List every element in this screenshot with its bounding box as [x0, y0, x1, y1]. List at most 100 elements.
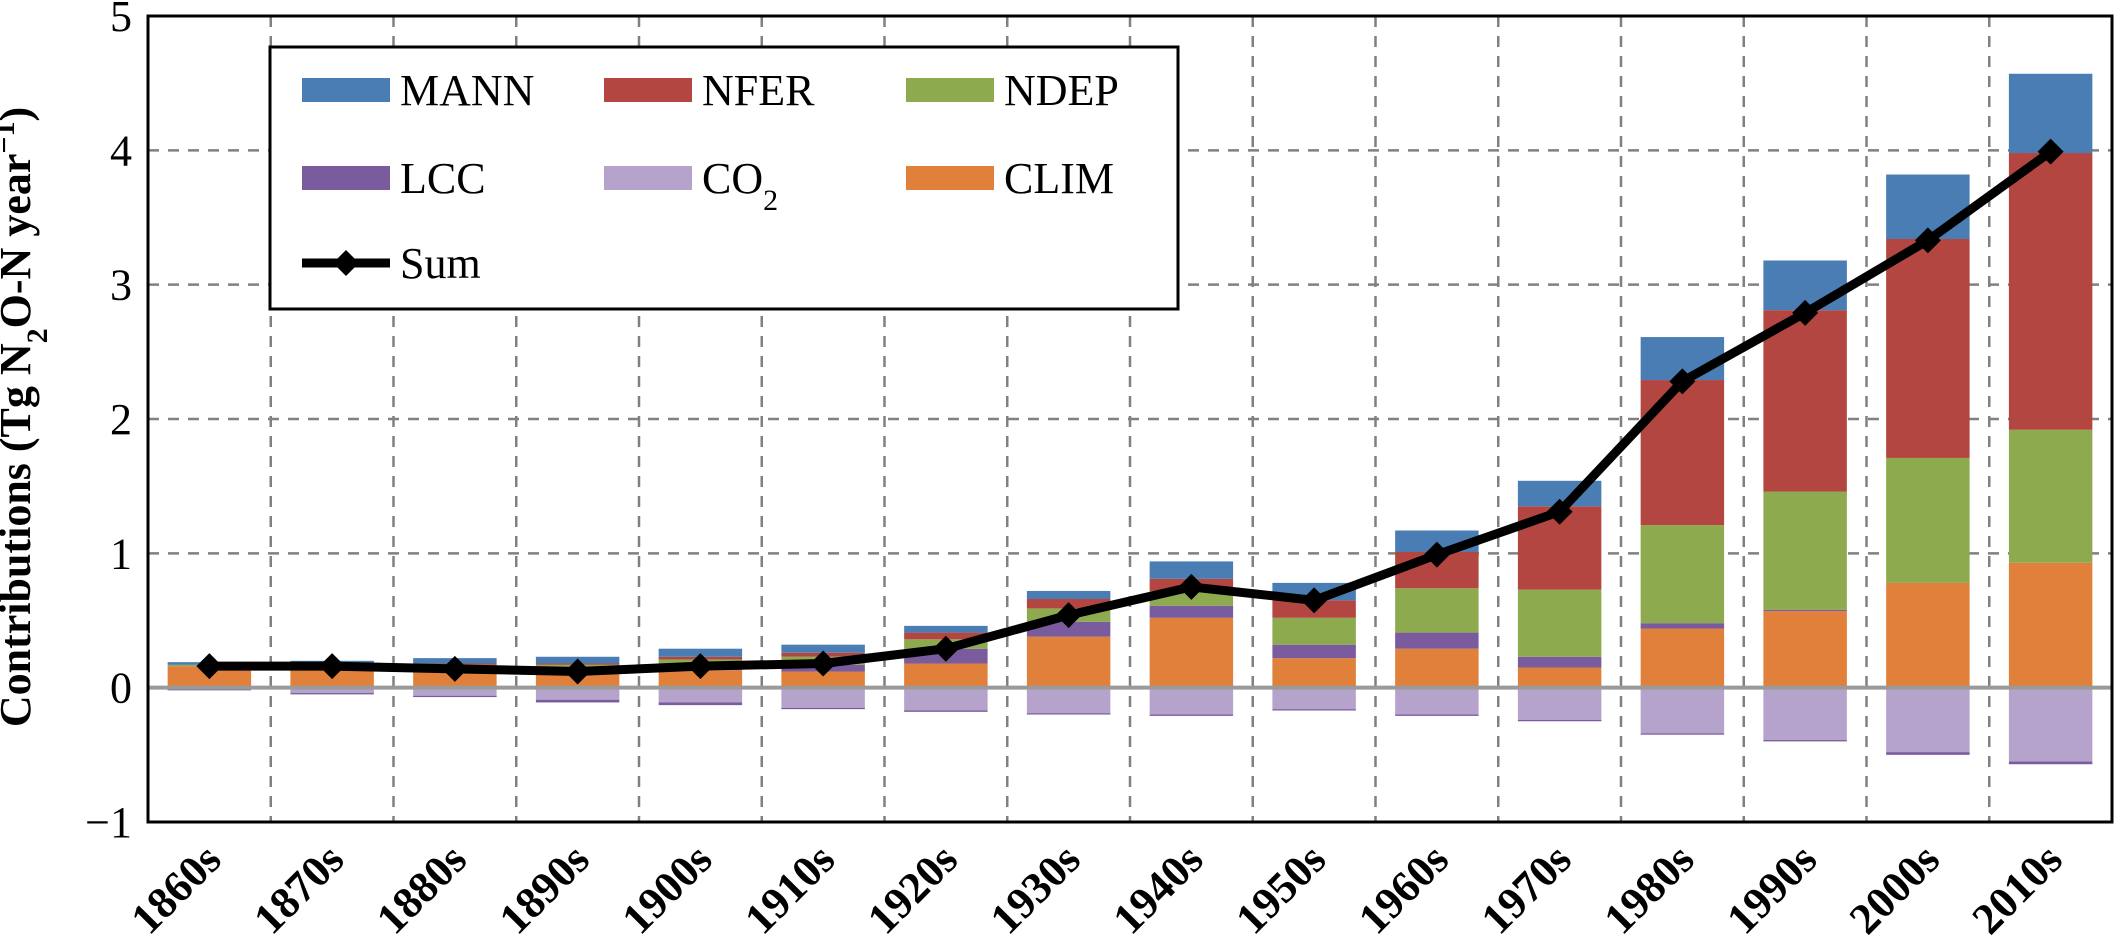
sum-marker — [1669, 368, 1696, 395]
sum-marker — [319, 653, 346, 680]
bar-segment-co2 — [1149, 687, 1234, 715]
bar-segment-ndep — [1272, 617, 1356, 645]
x-tick-label: 1940s — [1103, 834, 1212, 940]
bars-layer — [167, 73, 2093, 765]
sum-marker — [1055, 602, 1082, 629]
sum-marker — [687, 653, 714, 680]
bar-segment-clim — [1149, 617, 1234, 688]
sum-marker — [1423, 541, 1450, 568]
bar-segment-lcc-negative — [1517, 719, 1602, 722]
legend: MANN NFER NDEP LCC CO2 CLIM Sum — [268, 45, 1180, 311]
y-tick-labels: −1 0 1 2 3 4 5 — [85, 0, 132, 847]
y-tick-label: 3 — [110, 261, 132, 310]
x-tick-label: 2000s — [1840, 834, 1949, 940]
bar-segment-co2 — [413, 687, 497, 696]
bar-segment-lcc-negative — [1640, 733, 1725, 735]
bar-segment-lcc — [1395, 632, 1479, 649]
bar-segment-lcc-negative — [1395, 714, 1479, 716]
sum-marker — [441, 655, 468, 682]
bar-segment-clim — [1517, 667, 1602, 688]
bar-segment-lcc-negative — [1149, 714, 1234, 716]
x-tick-label: 1900s — [612, 834, 721, 940]
bar-segment-clim — [1026, 636, 1111, 688]
bar-segment-lcc-negative — [1272, 709, 1356, 711]
y-tick-label: 2 — [110, 395, 132, 444]
x-tick-label: 1880s — [367, 834, 476, 940]
bar-segment-lcc-negative — [904, 710, 988, 712]
x-tick-labels: 1860s 1870s 1880s 1890s 1900s 1910s 1920s 1930s… — [121, 834, 2071, 940]
sum-marker — [1178, 573, 1205, 600]
bar-segment-ndep — [1640, 525, 1725, 624]
x-tick-label: 1920s — [858, 834, 967, 940]
legend-swatch-lcc — [302, 166, 390, 190]
bar-segment-co2 — [658, 687, 743, 703]
bar-segment-clim — [781, 671, 865, 688]
bar-segment-nfer — [1763, 310, 1847, 492]
bar-segment-nfer — [1886, 238, 1970, 458]
bar-segment-co2 — [1517, 687, 1602, 720]
bar-segment-lcc — [1517, 656, 1602, 668]
y-axis-title-sup: −1 — [0, 121, 21, 153]
legend-label-co2-sub: 2 — [763, 184, 778, 217]
sum-marker — [564, 658, 591, 685]
legend-box — [268, 45, 1180, 311]
legend-label-clim: CLIM — [1004, 154, 1114, 203]
bar-segment-co2 — [1395, 687, 1479, 715]
bar-segment-ndep — [1886, 457, 1970, 583]
bar-segment-lcc — [1149, 605, 1234, 618]
bar-segment-lcc-negative — [658, 702, 743, 706]
bar-segment-co2 — [904, 687, 988, 711]
y-tick-label: 5 — [110, 0, 132, 41]
bar-segment-nfer — [2008, 153, 2093, 430]
bar-segment-lcc-negative — [290, 693, 374, 695]
x-tick-label: 1970s — [1472, 834, 1581, 940]
x-tick-label: 1980s — [1594, 834, 1703, 940]
bar-segment-clim — [1886, 582, 1970, 688]
bar-segment-ndep — [1395, 588, 1479, 633]
bar-segment-mann — [781, 644, 865, 653]
legend-label-lcc: LCC — [400, 154, 486, 203]
bar-segment-lcc-negative — [2008, 761, 2093, 765]
x-tick-label: 1960s — [1349, 834, 1458, 940]
bar-segment-co2 — [2008, 687, 2093, 762]
bar-segment-nfer — [1640, 380, 1725, 526]
bar-segment-lcc-negative — [1026, 713, 1111, 715]
plot-frame — [146, 14, 2114, 824]
legend-swatch-sum-marker — [333, 250, 359, 276]
legend-label-ndep: NDEP — [1004, 66, 1119, 115]
bar-segment-clim — [1640, 628, 1725, 688]
bar-segment-clim — [1272, 658, 1356, 688]
y-axis-title-suffix: ) — [0, 107, 40, 122]
sum-marker — [1301, 587, 1328, 614]
legend-label-sum: Sum — [400, 239, 481, 288]
legend-label-co2: CO2 — [702, 154, 778, 217]
legend-swatch-ndep — [906, 78, 994, 102]
x-tick-label: 1990s — [1717, 834, 1826, 940]
bar-segment-co2 — [1026, 687, 1111, 714]
bar-segment-co2 — [290, 687, 374, 694]
bar-segment-clim — [2008, 562, 2093, 688]
bar-segment-lcc — [1272, 644, 1356, 659]
bar-segment-mann — [658, 648, 743, 657]
legend-swatch-clim — [906, 166, 994, 190]
bar-segment-mann — [904, 625, 988, 633]
bar-segment-ndep — [1763, 491, 1847, 610]
bar-segment-lcc-negative — [413, 695, 497, 698]
sum-marker — [2037, 138, 2064, 165]
bar-segment-lcc-negative — [1886, 752, 1970, 755]
x-tick-label: 1890s — [490, 834, 599, 940]
y-tick-label: 0 — [110, 664, 132, 713]
y-tick-label: 1 — [110, 529, 132, 578]
sum-marker — [810, 650, 837, 677]
sum-line-layer — [196, 138, 2064, 685]
bar-segment-co2 — [1272, 687, 1356, 710]
y-axis-title: Contributions (Tg N2O-N year−1) — [0, 107, 54, 727]
x-tick-label: 1930s — [981, 834, 1090, 940]
bar-segment-lcc — [1640, 623, 1725, 629]
x-tick-label: 1870s — [244, 834, 353, 940]
x-tick-label: 1860s — [121, 834, 230, 940]
bar-segment-mann — [1026, 590, 1111, 600]
bar-segment-lcc-negative — [535, 699, 620, 703]
y-tick-label: 4 — [110, 126, 132, 175]
